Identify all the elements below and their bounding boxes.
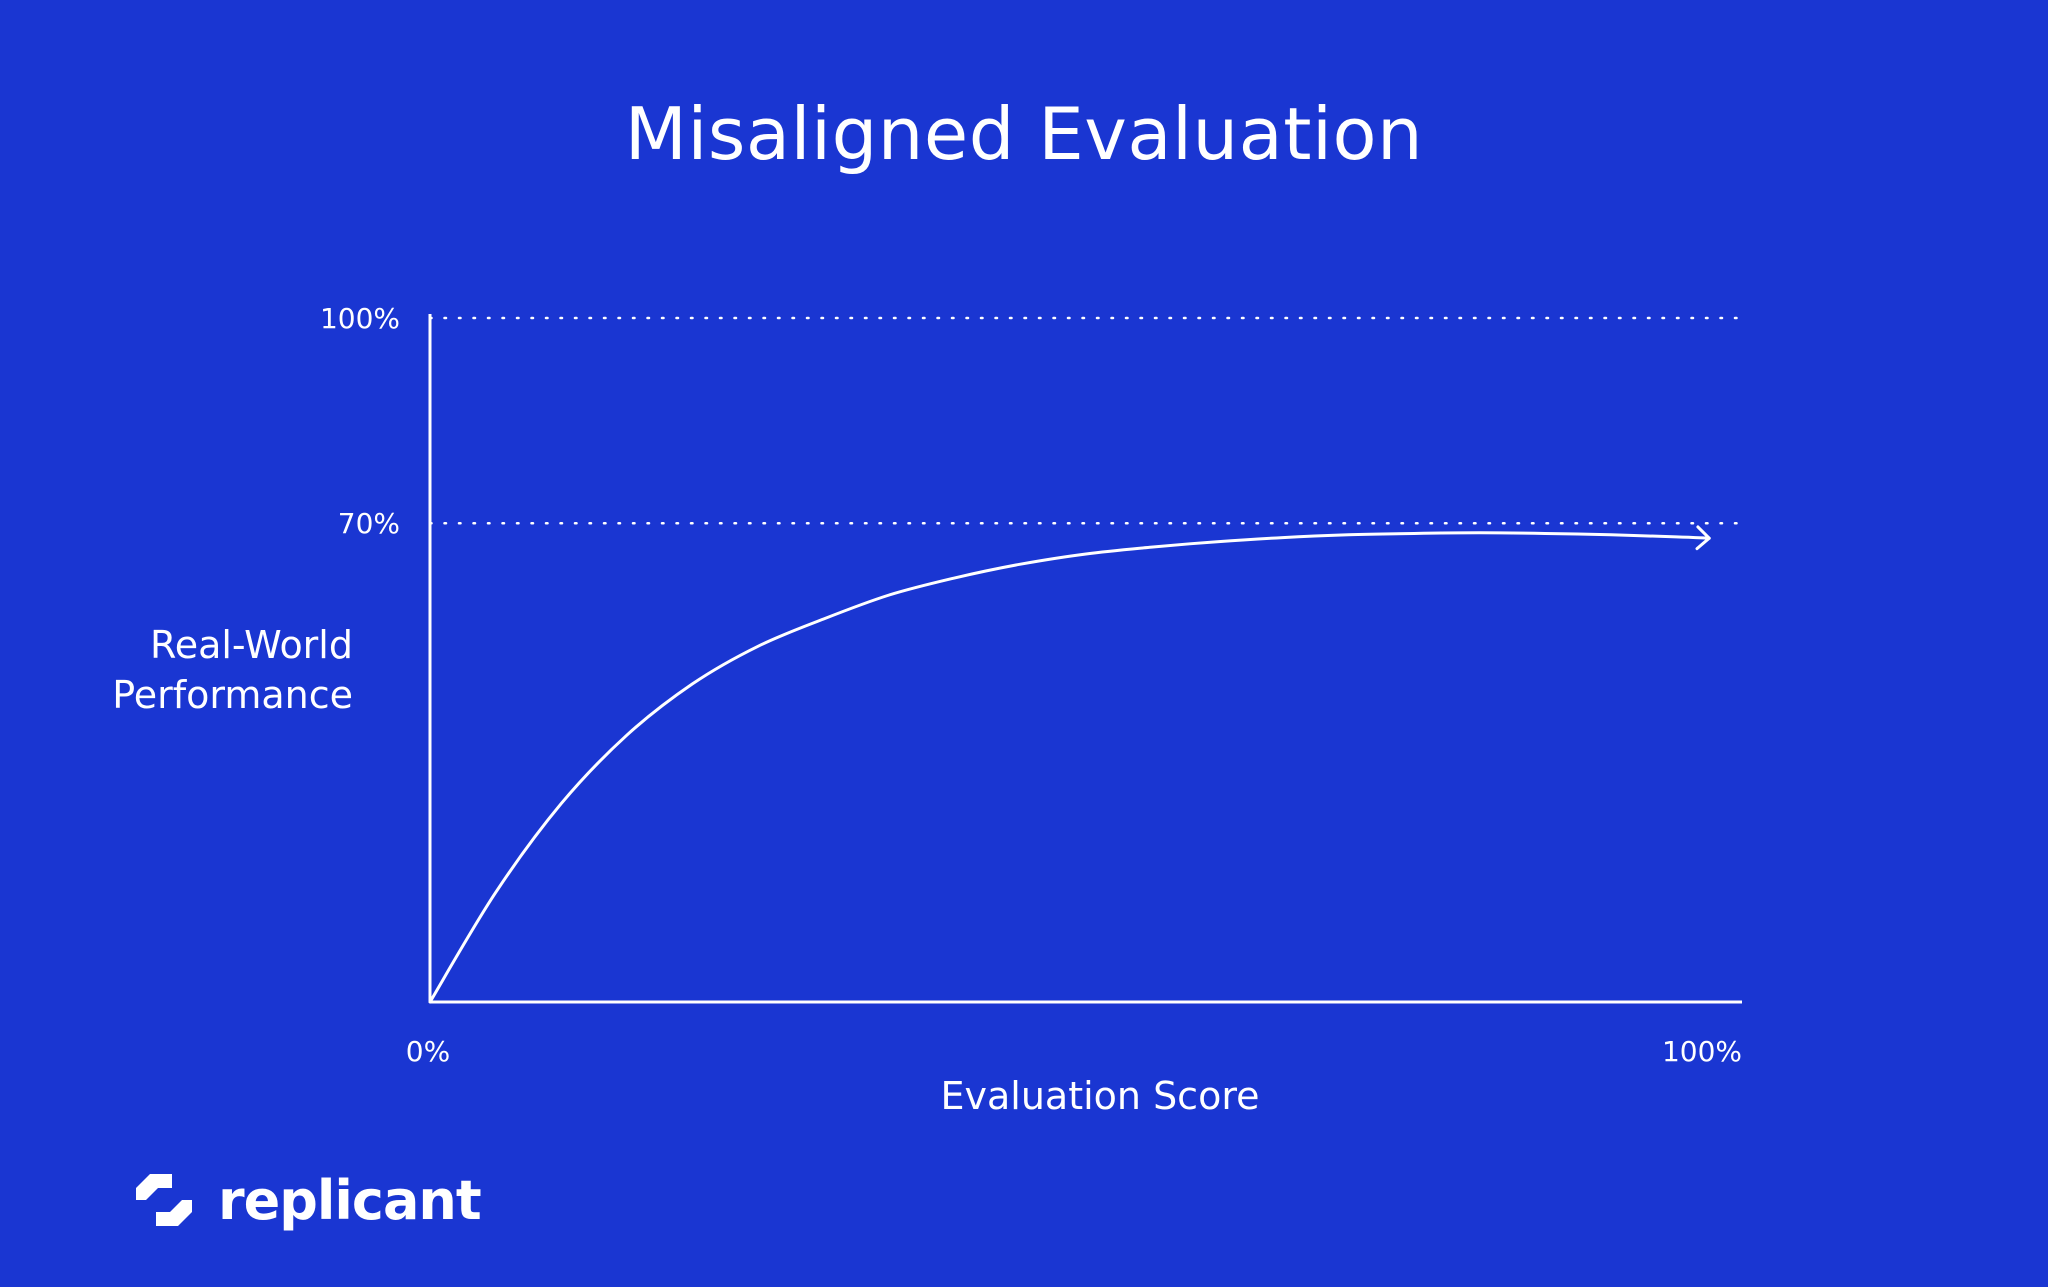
y-tick-label: 70%	[338, 507, 400, 540]
x-tick-label: 0%	[406, 1035, 450, 1068]
y-axis-label-line: Real-World	[150, 623, 353, 667]
y-axis-label-line: Performance	[112, 673, 353, 717]
brand-name: replicant	[218, 1168, 482, 1232]
series-arrowhead	[1695, 525, 1711, 551]
x-axis-label: Evaluation Score	[940, 1074, 1259, 1118]
chart-title: Misaligned Evaluation	[624, 92, 1424, 176]
series-line	[428, 531, 1711, 1004]
replicant-logo-icon	[136, 1174, 192, 1226]
brand-logo: replicant	[132, 1164, 482, 1236]
x-tick-label: 100%	[1662, 1035, 1742, 1068]
y-tick-label: 100%	[320, 302, 400, 335]
y-axis-label: Real-World Performance	[112, 623, 353, 717]
